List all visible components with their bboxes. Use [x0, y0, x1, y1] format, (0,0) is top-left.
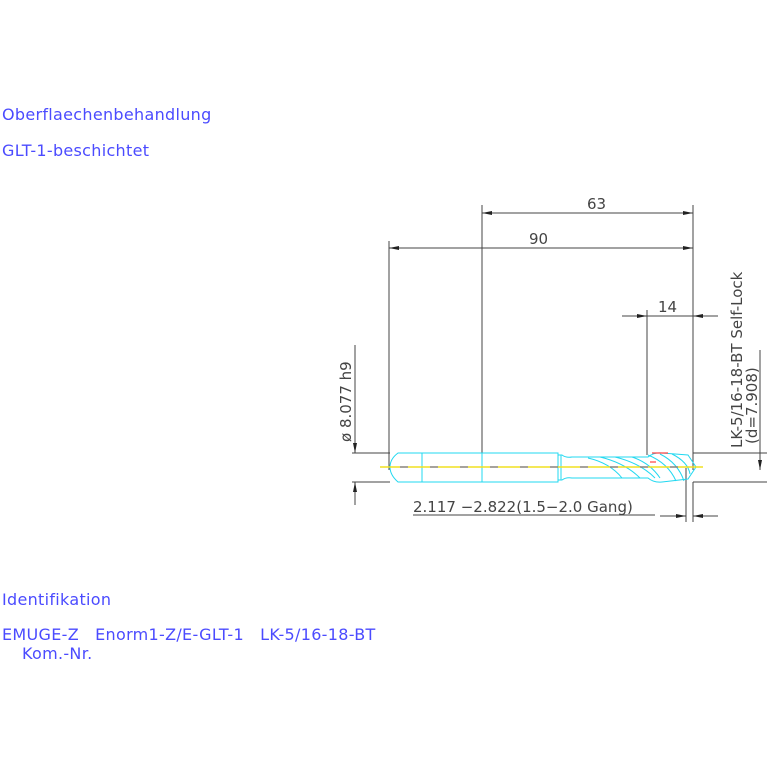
thread-diameter: (d=7.908): [743, 367, 761, 444]
dim-diameter: ø 8.077 h9: [337, 361, 355, 442]
dim-90: 90: [529, 230, 548, 248]
surface-heading: Oberflaechenbehandlung: [2, 105, 212, 124]
thread-spec: LK-5/16-18-BT Self-Lock: [728, 271, 746, 448]
dimension-lines: [352, 205, 767, 522]
dim-63: 63: [587, 195, 606, 213]
dim-14: 14: [658, 298, 677, 316]
ident-heading: Identifikation: [2, 590, 112, 609]
thread-crest-marks: [650, 452, 668, 463]
dim-core-range: 2.117 −2.822(1.5−2.0 Gang): [413, 498, 633, 516]
ident-value: EMUGE-Z Enorm1-Z/E-GLT-1 LK-5/16-18-BT: [2, 625, 376, 644]
surface-value: GLT-1-beschichtet: [2, 141, 150, 160]
kom-nr: Kom.-Nr.: [22, 644, 93, 663]
